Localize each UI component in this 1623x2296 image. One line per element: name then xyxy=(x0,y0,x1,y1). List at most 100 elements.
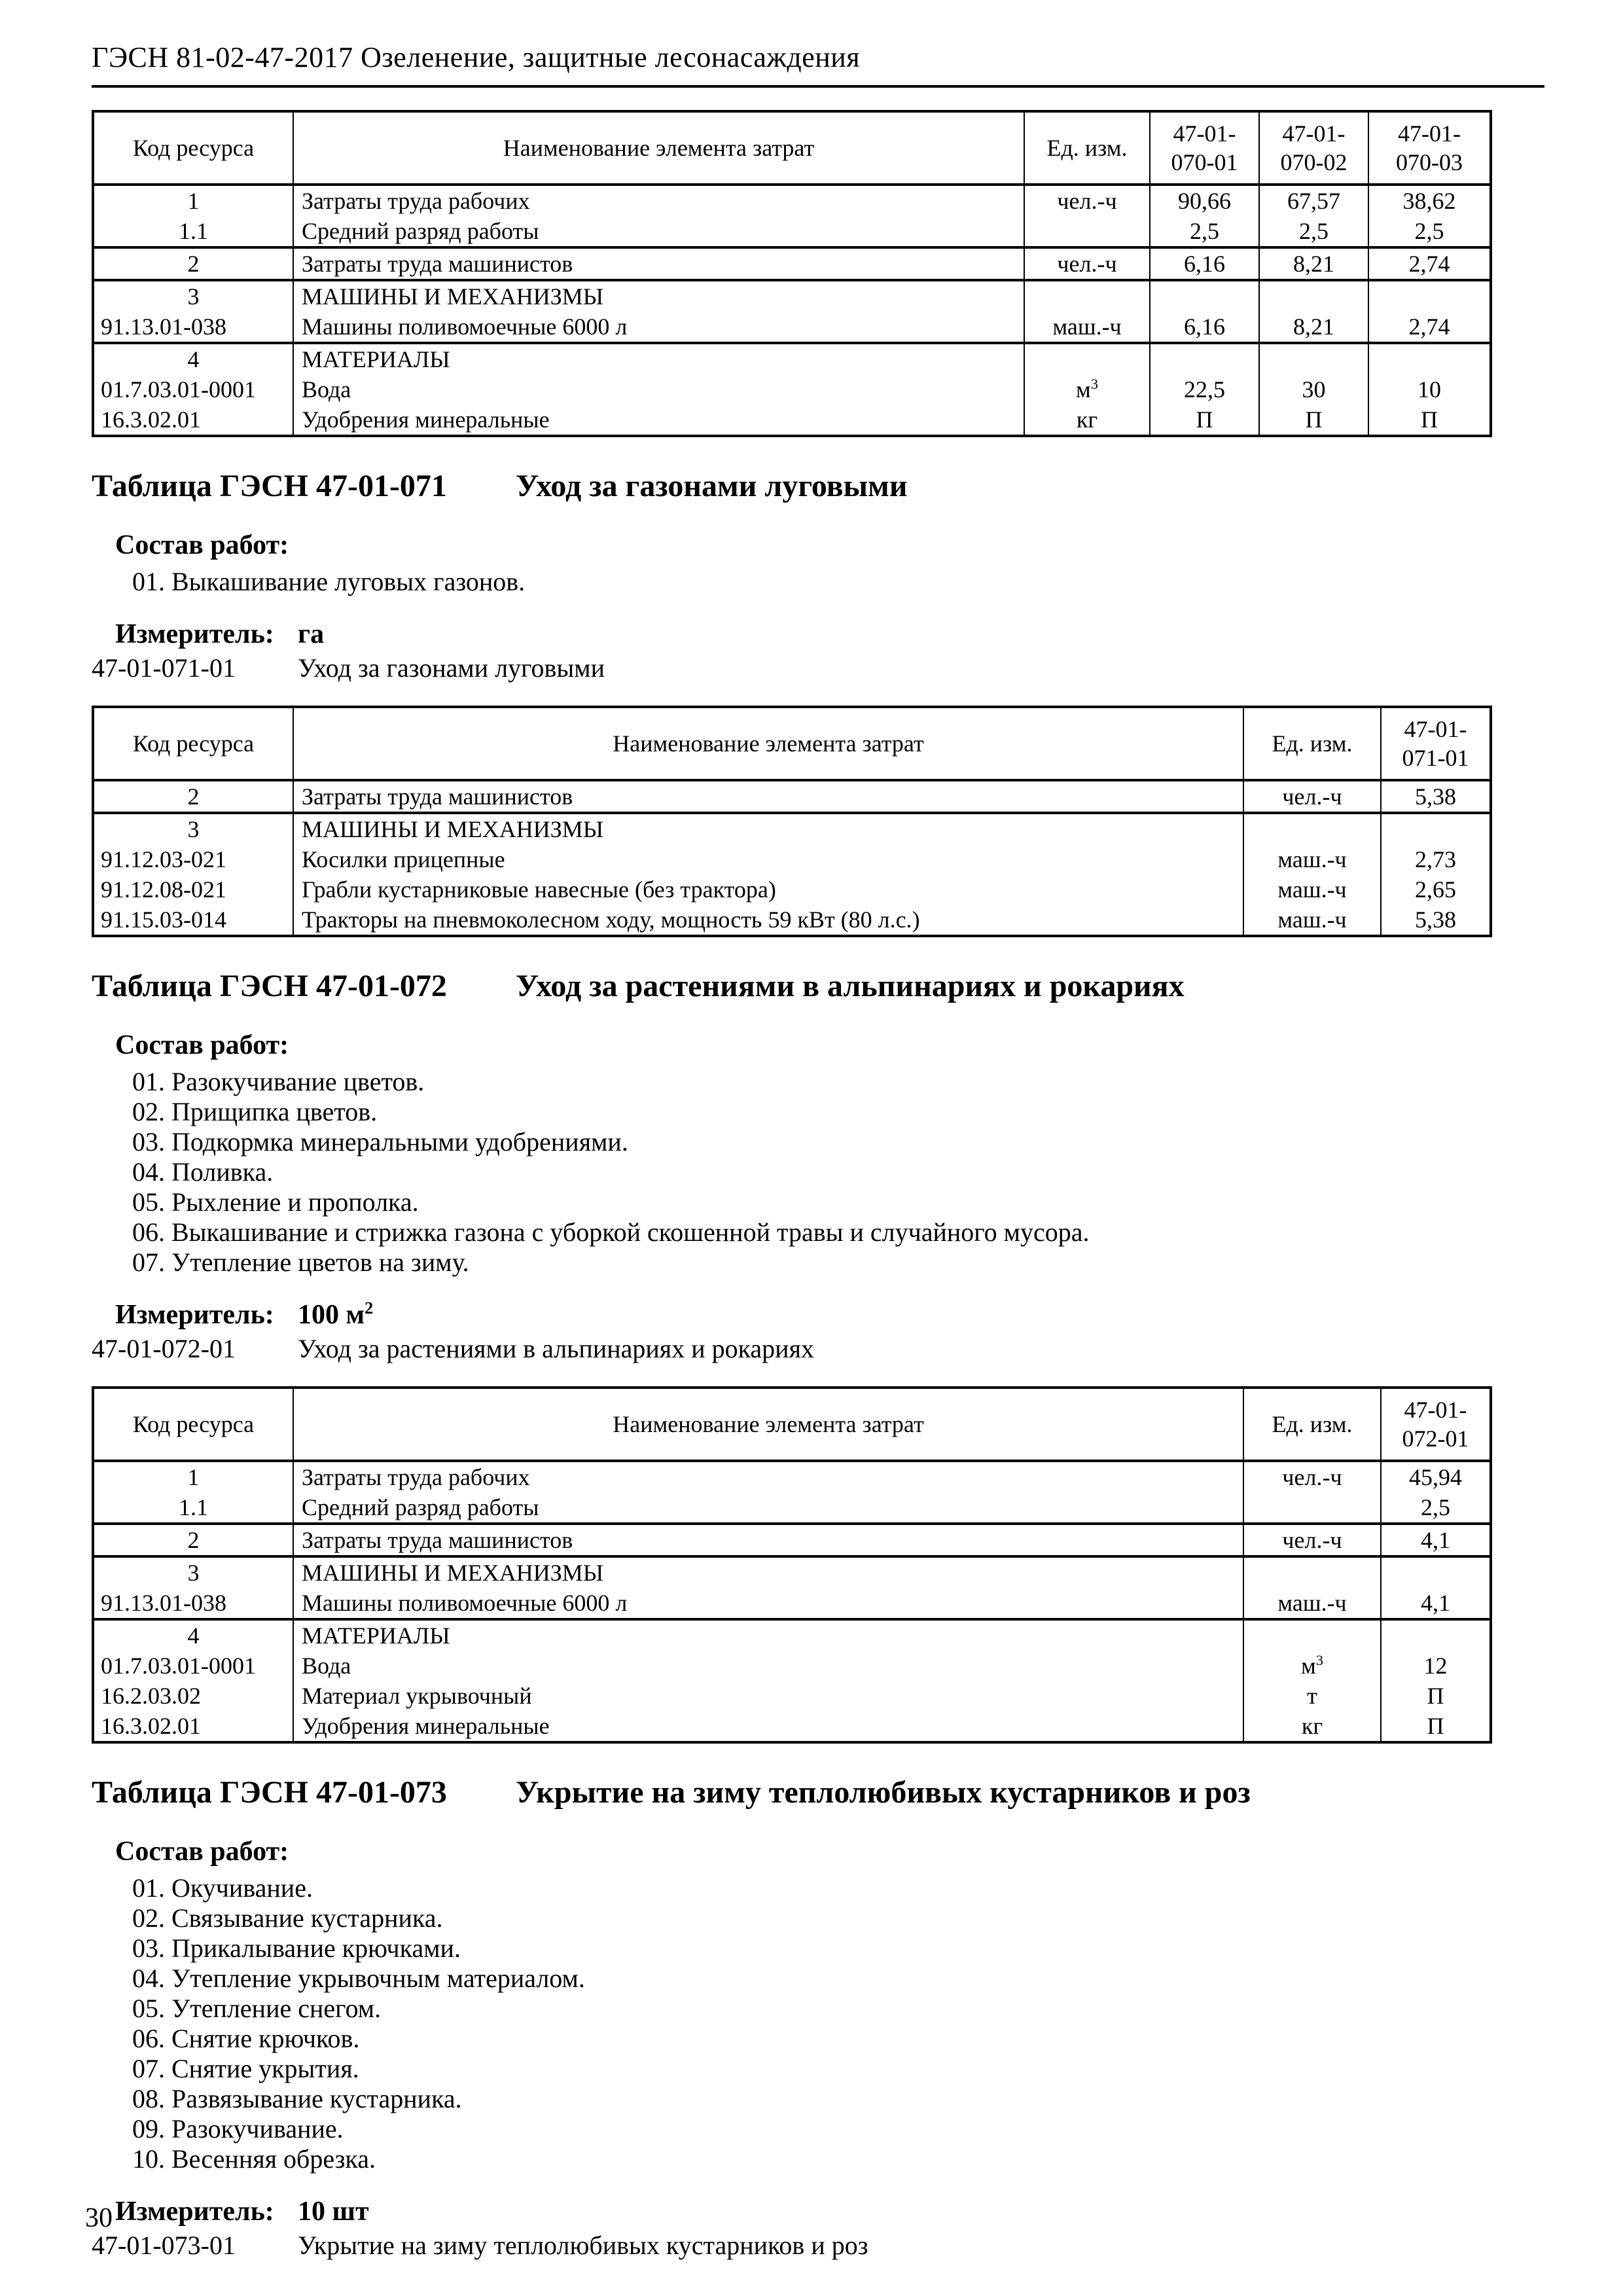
cell-cost-element-name: Удобрения минеральные xyxy=(293,1711,1244,1742)
cell-value: 2,5 xyxy=(1380,1492,1491,1524)
work-item: 01. Окучивание. xyxy=(132,1873,313,1903)
cell-resource-code: 91.13.01-038 xyxy=(92,312,294,343)
cell-value xyxy=(1258,342,1369,374)
cell-value: 10 xyxy=(1368,374,1491,404)
measurer-value: га xyxy=(298,619,325,649)
measurer-row: Измеритель: га xyxy=(92,619,1544,649)
cell-value: 2,73 xyxy=(1380,844,1491,874)
cell-resource-code: 2 xyxy=(92,246,294,280)
cell-cost-element-name: Косилки прицепные xyxy=(293,844,1244,874)
cell-value: 8,21 xyxy=(1258,312,1369,343)
column-header-unit: Ед. изм. xyxy=(1243,707,1382,781)
table-header: Код ресурса Наименование элемента затрат Е… xyxy=(92,111,1491,186)
cell-unit xyxy=(1024,279,1150,312)
cell-value: 2,74 xyxy=(1368,246,1491,280)
norm-variant-row: 47-01-072-01 Уход за растениями в альпина… xyxy=(92,1334,1544,1364)
table-header: Код ресурса Наименование элемента затрат Е… xyxy=(92,707,1491,781)
resource-table: Код ресурса Наименование элемента затрат Е… xyxy=(92,706,1492,937)
table-header-row: Код ресурса Наименование элемента затрат Е… xyxy=(92,707,1491,781)
cell-cost-element-name: Затраты труда машинистов xyxy=(293,779,1244,813)
work-item: 09. Разокучивание. xyxy=(132,2114,344,2144)
cell-cost-element-name: Машины поливомоечные 6000 л xyxy=(293,312,1025,343)
table-row: 3 МАШИНЫ И МЕХАНИЗМЫ xyxy=(92,812,1491,844)
cell-cost-element-name: Удобрения минеральные xyxy=(293,404,1025,436)
column-header-norm-code: 47-01- 072-01 xyxy=(1380,1388,1491,1462)
cell-cost-element-name: Тракторы на пневмоколесном ходу, мощност… xyxy=(293,905,1244,936)
cell-unit xyxy=(1243,812,1382,844)
cell-resource-code: 16.3.02.01 xyxy=(92,1711,294,1742)
cell-value xyxy=(1149,342,1260,374)
cell-unit: чел.-ч xyxy=(1243,1460,1382,1492)
column-header-norm-code: 47-01- 070-03 xyxy=(1368,111,1491,186)
section-table-number: Таблица ГЭСН 47-01-073 xyxy=(92,1775,447,1810)
cell-resource-code: 1 xyxy=(92,1460,294,1492)
cell-value: 2,5 xyxy=(1258,216,1369,247)
table-row: 3 МАШИНЫ И МЕХАНИЗМЫ xyxy=(92,1555,1491,1588)
column-header-name: Наименование элемента затрат xyxy=(293,707,1244,781)
resource-table: Код ресурса Наименование элемента затрат Е… xyxy=(92,110,1492,437)
work-composition-label: Состав работ: xyxy=(115,530,289,560)
cell-value xyxy=(1380,812,1491,844)
cell-resource-code: 01.7.03.01-0001 xyxy=(92,1651,294,1681)
work-composition-list: 01. Разокучивание цветов. 02. Прищипка цв… xyxy=(132,1067,1544,1278)
cell-cost-element-name: МАШИНЫ И МЕХАНИЗМЫ xyxy=(293,1555,1244,1588)
measurer-label: Измеритель: xyxy=(115,619,274,649)
cell-value: 67,57 xyxy=(1258,183,1369,216)
column-header-norm-code: 47-01- 070-01 xyxy=(1149,111,1260,186)
norm-code: 47-01-072-01 xyxy=(92,1334,236,1363)
work-item: 05. Утепление снегом. xyxy=(132,1994,382,2023)
norm-code: 47-01-071-01 xyxy=(92,653,236,683)
cell-resource-code: 4 xyxy=(92,1618,294,1651)
work-item: 02. Связывание кустарника. xyxy=(132,1903,443,1933)
cell-unit: маш.-ч xyxy=(1243,844,1382,874)
cell-value: 5,38 xyxy=(1380,779,1491,813)
cell-cost-element-name: Вода xyxy=(293,374,1025,404)
work-item: 07. Снятие укрытия. xyxy=(132,2054,359,2083)
work-item: 05. Рыхление и прополка. xyxy=(132,1187,419,1217)
table-body: 2 Затраты труда машинистов чел.-ч 5,38 3 МАШИ… xyxy=(92,779,1491,936)
column-header-name: Наименование элемента затрат xyxy=(293,1388,1244,1462)
table-row: 91.12.03-021 Косилки прицепные маш.-ч 2,73 xyxy=(92,844,1491,874)
cell-unit: маш.-ч xyxy=(1243,905,1382,936)
table-row: 2 Затраты труда машинистов чел.-ч 5,38 xyxy=(92,779,1491,813)
measurer-label: Измеритель: xyxy=(115,2197,274,2227)
section-heading: Таблица ГЭСН 47-01-071 Уход за газонами л… xyxy=(92,469,1544,504)
cell-resource-code: 91.13.01-038 xyxy=(92,1588,294,1619)
cell-value: 2,74 xyxy=(1368,312,1491,343)
section-heading: Таблица ГЭСН 47-01-073 Укрытие на зиму те… xyxy=(92,1775,1544,1810)
cell-value: 2,5 xyxy=(1149,216,1260,247)
cell-cost-element-name: Затраты труда рабочих xyxy=(293,1460,1244,1492)
cell-value xyxy=(1380,1555,1491,1588)
cell-cost-element-name: Материал укрывочный xyxy=(293,1681,1244,1711)
resource-table: Код ресурса Наименование элемента затрат Е… xyxy=(92,1386,1492,1744)
cell-resource-code: 16.2.03.02 xyxy=(92,1681,294,1711)
cell-unit: кг xyxy=(1024,404,1150,436)
work-item: 08. Развязывание кустарника. xyxy=(132,2084,462,2113)
section-title: Укрытие на зиму теплолюбивых кустарников… xyxy=(515,1775,1251,1810)
cell-value: П xyxy=(1368,404,1491,436)
cell-resource-code: 4 xyxy=(92,342,294,374)
cell-resource-code: 1.1 xyxy=(92,1492,294,1524)
work-item: 06. Выкашивание и стрижка газона с уборк… xyxy=(132,1217,1090,1247)
cell-unit: т xyxy=(1243,1681,1382,1711)
column-header-code: Код ресурса xyxy=(92,707,294,781)
cell-value: 6,16 xyxy=(1149,246,1260,280)
cell-cost-element-name: МАШИНЫ И МЕХАНИЗМЫ xyxy=(293,812,1244,844)
table-row: 91.12.08-021 Грабли кустарниковые навесны… xyxy=(92,874,1491,905)
norm-name: Уход за газонами луговыми xyxy=(298,653,605,683)
cell-cost-element-name: Машины поливомоечные 6000 л xyxy=(293,1588,1244,1619)
work-item: 01. Разокучивание цветов. xyxy=(132,1067,425,1096)
table-row: 16.3.02.01 Удобрения минеральные кг П xyxy=(92,1711,1491,1742)
cell-cost-element-name: Затраты труда машинистов xyxy=(293,246,1025,280)
cell-resource-code: 2 xyxy=(92,779,294,813)
cell-unit: чел.-ч xyxy=(1024,246,1150,280)
table-row: 16.2.03.02 Материал укрывочный т П xyxy=(92,1681,1491,1711)
cell-resource-code: 2 xyxy=(92,1522,294,1556)
measurer-label: Измеритель: xyxy=(115,1300,274,1330)
work-item: 06. Снятие крючков. xyxy=(132,2024,360,2053)
cell-resource-code: 16.3.02.01 xyxy=(92,404,294,436)
table-row: 16.3.02.01 Удобрения минеральные кг П П П xyxy=(92,404,1491,436)
cell-value: 2,5 xyxy=(1368,216,1491,247)
work-item: 01. Выкашивание луговых газонов. xyxy=(132,567,526,596)
